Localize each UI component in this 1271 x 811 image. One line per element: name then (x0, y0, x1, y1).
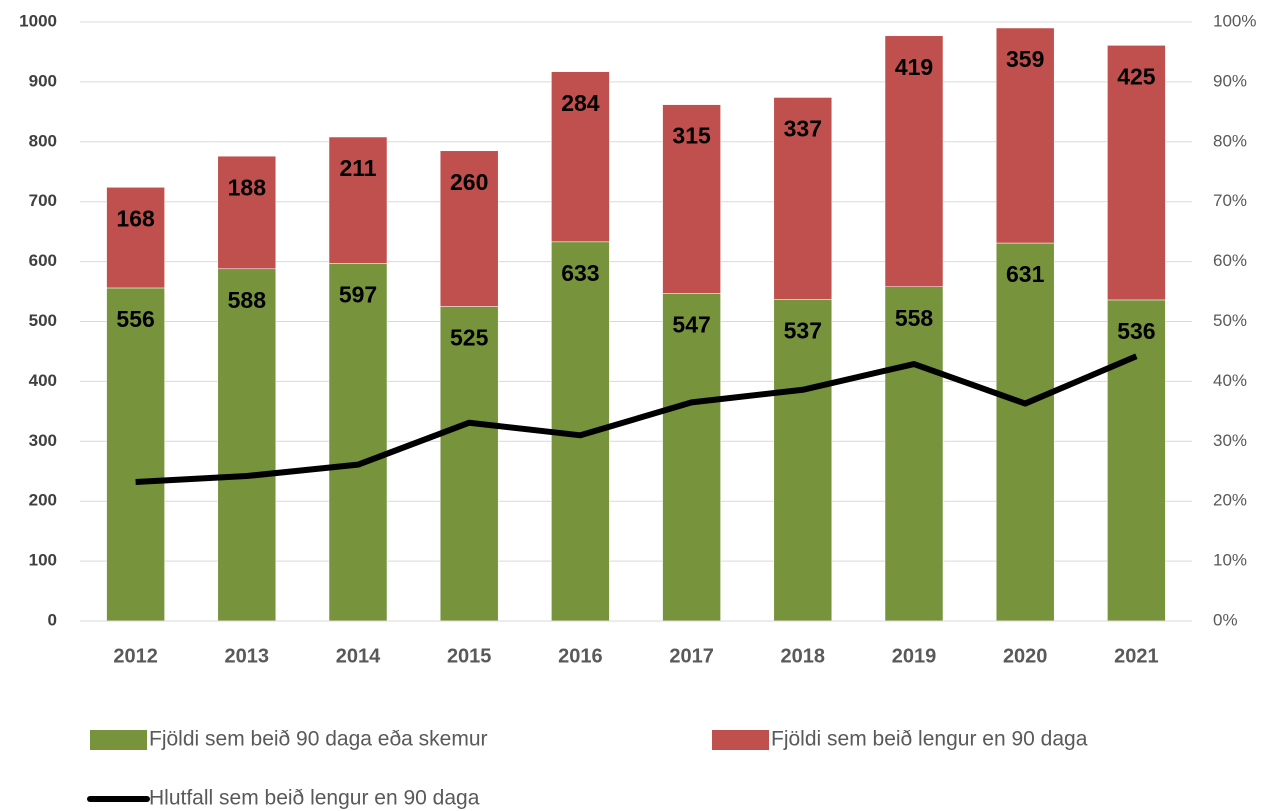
y2-tick-label: 0% (1213, 610, 1238, 629)
legend-label: Hlutfall sem beið lengur en 90 daga (149, 787, 480, 810)
data-label: 547 (672, 311, 710, 337)
data-label: 536 (1117, 318, 1155, 344)
data-label: 537 (784, 317, 822, 343)
x-tick-label: 2012 (113, 645, 158, 667)
y-tick-label: 600 (29, 251, 57, 270)
y2-tick-label: 40% (1213, 371, 1247, 390)
y-tick-label: 400 (29, 371, 57, 390)
y-tick-label: 1000 (19, 11, 57, 30)
bar-segment (1107, 45, 1166, 301)
y2-tick-label: 10% (1213, 551, 1247, 570)
bar-segment (662, 293, 721, 622)
y2-tick-label: 90% (1213, 71, 1247, 90)
data-label: 419 (895, 54, 933, 80)
y-tick-label: 800 (29, 131, 57, 150)
x-tick-label: 2017 (669, 645, 714, 667)
y2-tick-label: 20% (1213, 491, 1247, 510)
legend-label: Fjöldi sem beið 90 daga eða skemur (149, 728, 488, 751)
data-label: 359 (1006, 46, 1044, 72)
y-tick-label: 900 (29, 71, 57, 90)
data-label: 633 (561, 260, 599, 286)
data-label: 260 (450, 169, 488, 195)
y2-tick-label: 60% (1213, 251, 1247, 270)
bar-segment (551, 71, 610, 243)
y2-tick-label: 100% (1213, 11, 1256, 30)
bar-segment (439, 306, 499, 622)
bar-segment (773, 299, 833, 622)
data-label: 525 (450, 325, 489, 351)
x-tick-label: 2015 (447, 645, 492, 667)
data-label: 168 (116, 205, 155, 231)
data-label: 556 (116, 306, 154, 332)
x-tick-label: 2014 (336, 645, 381, 667)
bar-segment (328, 263, 388, 622)
x-tick-label: 2020 (1003, 645, 1048, 667)
bar-segment (884, 35, 944, 288)
legend-swatch (712, 730, 769, 750)
data-label: 315 (672, 123, 711, 149)
bar-segment (773, 97, 833, 300)
bar-segment (439, 150, 499, 307)
y-tick-label: 700 (29, 191, 57, 210)
data-label: 188 (228, 174, 267, 200)
y-tick-label: 100 (29, 551, 57, 570)
x-tick-label: 2013 (225, 645, 270, 667)
y2-tick-label: 50% (1213, 311, 1247, 330)
bar-segment (1107, 299, 1166, 622)
bar-segment (328, 136, 388, 264)
bar-segment (662, 104, 721, 294)
y2-tick-label: 80% (1213, 131, 1247, 150)
bar-segment (995, 27, 1055, 244)
x-tick-label: 2018 (781, 645, 826, 667)
legend-label: Fjöldi sem beið lengur en 90 daga (771, 728, 1088, 751)
x-tick-label: 2019 (892, 645, 937, 667)
data-label: 597 (339, 281, 377, 307)
data-label: 558 (895, 305, 934, 331)
data-label: 284 (561, 90, 600, 116)
bar-segment (884, 286, 944, 622)
legend-swatch (90, 730, 147, 750)
bar-segment (995, 242, 1055, 622)
y2-tick-label: 70% (1213, 191, 1247, 210)
bar-segment (106, 287, 165, 622)
data-label: 631 (1006, 261, 1045, 287)
y-tick-label: 0 (48, 610, 57, 629)
bar-segment (217, 268, 277, 622)
data-label: 211 (339, 155, 376, 181)
y-tick-label: 500 (29, 311, 57, 330)
x-tick-label: 2021 (1114, 645, 1159, 667)
data-label: 425 (1117, 63, 1156, 89)
y-tick-label: 300 (29, 431, 57, 450)
x-tick-label: 2016 (558, 645, 603, 667)
bar-segment (106, 187, 165, 289)
data-label: 337 (784, 116, 822, 142)
bar-segment (217, 155, 277, 270)
y-tick-label: 200 (29, 491, 57, 510)
line-series (135, 353, 1138, 486)
data-label: 588 (228, 287, 267, 313)
y2-tick-label: 30% (1213, 431, 1247, 450)
